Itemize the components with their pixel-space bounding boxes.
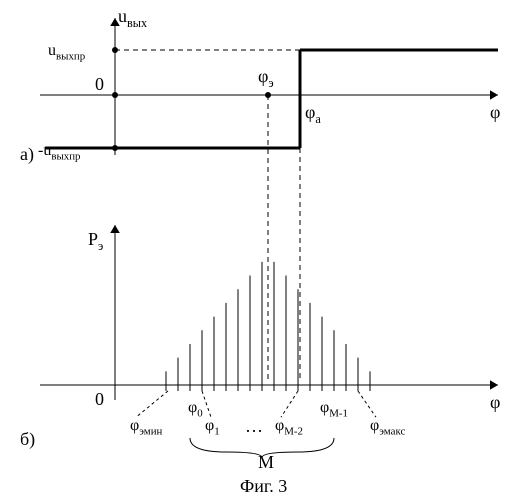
- svg-text:φ0: φ0: [188, 399, 203, 419]
- svg-text:0: 0: [95, 389, 104, 409]
- figure-svg: uвыхφ0uвыхпр-uвыхпрφэφаа)Pэφ0φэминφ0φ1…φ…: [0, 0, 521, 500]
- svg-text:…: …: [245, 416, 263, 436]
- svg-text:Pэ: Pэ: [88, 229, 103, 253]
- svg-text:φа: φа: [305, 102, 321, 126]
- svg-text:uвых: uвых: [118, 6, 147, 30]
- svg-text:φэмин: φэмин: [130, 417, 163, 437]
- svg-text:-uвыхпр: -uвыхпр: [38, 142, 81, 162]
- svg-text:Фиг. 3: Фиг. 3: [240, 476, 287, 496]
- svg-text:а): а): [20, 144, 34, 165]
- figure-canvas: uвыхφ0uвыхпр-uвыхпрφэφаа)Pэφ0φэминφ0φ1…φ…: [0, 0, 521, 500]
- svg-text:uвыхпр: uвыхпр: [48, 42, 86, 62]
- svg-text:M: M: [258, 452, 274, 472]
- svg-text:φ1: φ1: [205, 417, 220, 437]
- svg-text:φM-2: φM-2: [275, 417, 303, 437]
- svg-text:φэ: φэ: [258, 66, 274, 90]
- svg-text:φM-1: φM-1: [320, 399, 348, 419]
- svg-text:0: 0: [95, 74, 104, 94]
- svg-text:φэмакс: φэмакс: [370, 417, 405, 437]
- svg-text:б): б): [20, 429, 35, 450]
- svg-text:φ: φ: [490, 392, 500, 412]
- svg-text:φ: φ: [490, 102, 500, 122]
